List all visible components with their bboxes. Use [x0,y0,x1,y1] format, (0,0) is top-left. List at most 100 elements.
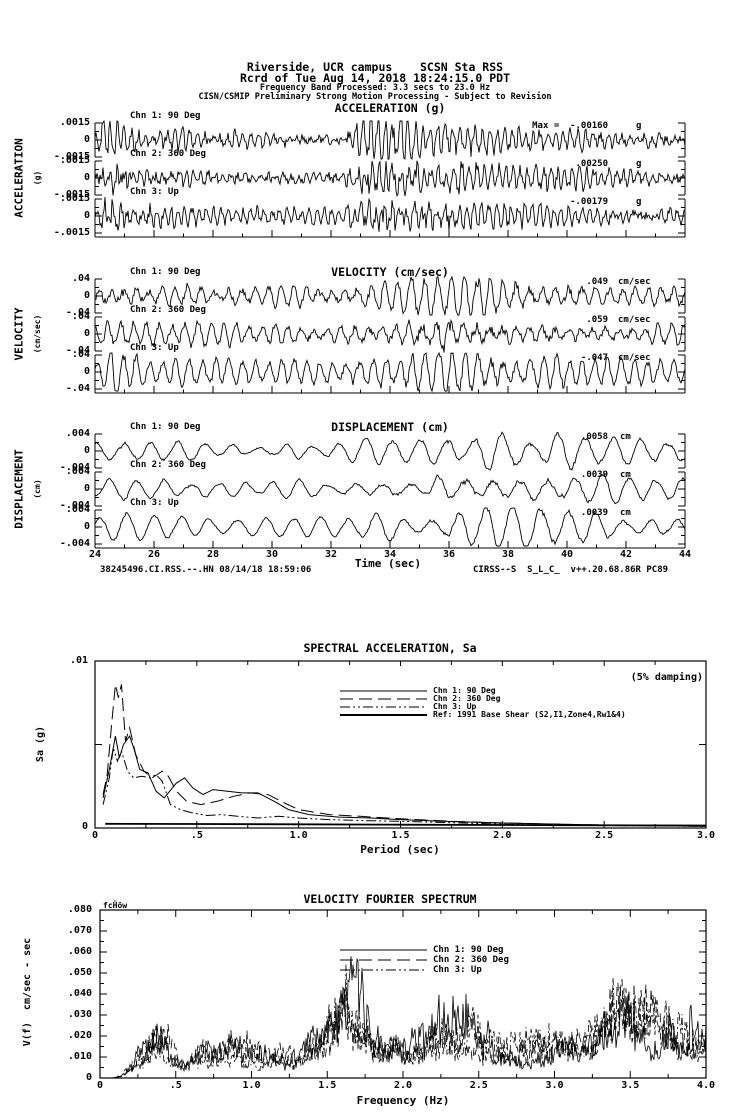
fourier-xtick-label: 3.5 [621,1080,640,1091]
spectral-title: SPECTRAL ACCELERATION, Sa [303,641,477,655]
time-tick-label: 34 [383,549,397,560]
spectral-legend-label: Chn 2: 360 Deg [433,694,501,703]
velocity-time-series-trace-chn2 [94,318,686,353]
displacement-axis-label: DISPLACEMENT [12,449,26,529]
ytick-label: 0 [83,483,90,494]
ytick-label: .004 [65,466,90,477]
peak-value-label: .049 [586,277,608,287]
peak-unit-label: cm/sec [618,277,651,287]
peak-value-label: .0039 [580,508,608,518]
fourier-xtick-label: 2.5 [469,1080,488,1091]
peak-unit-label: g [636,121,642,131]
fourier-xtick-label: 2.0 [393,1080,413,1091]
fourier-xtick-label: 1.5 [318,1080,337,1091]
velocity-group-title: VELOCITY (cm/sec) [331,265,449,279]
fourier-ytick-label: .010 [67,1051,92,1062]
velocity-time-series-trace-chn1 [94,275,686,316]
spectral-series-1 [102,735,707,827]
displacement-time-series-trace-chn2 [94,473,686,505]
peak-value-label: .00250 [575,159,608,169]
fourier-ytick-label: .030 [67,1009,92,1020]
ytick-label: -.0015 [53,189,90,200]
spectral-xtick-label: .5 [190,830,203,841]
record-datetime: Rcrd of Tue Aug 14, 2018 18:24:15.0 PDT [239,71,511,85]
damping-annotation: (5% damping) [630,672,703,683]
time-tick-label: 28 [206,549,220,560]
ytick-label: 0 [83,210,90,221]
ytick-label: 0 [83,172,90,183]
acceleration-group-title: ACCELERATION (g) [334,101,446,115]
fourier-xtick-label: 1.0 [242,1080,261,1091]
peak-unit-label: g [636,159,642,169]
filter-corner-label: fcḦöw [103,901,128,910]
ytick-label: -.0015 [53,151,90,162]
peak-unit-label: cm [620,470,631,480]
time-tick-label: 38 [501,549,515,560]
peak-value-label: .0039 [580,470,608,480]
ytick-label: -.004 [59,500,90,511]
peak-unit-label: cm/sec [618,353,651,363]
spectral-xtick-label: 3.0 [696,830,716,841]
fourier-legend-label: Chn 1: 90 Deg [433,945,504,955]
spectral-series-3 [102,747,707,827]
fourier-ytick-label: .060 [67,946,92,957]
acceleration-axis-label: ACCELERATION [12,138,26,218]
record-id-stamp: 38245496.CI.RSS.--.HN 08/14/18 18:59:06 [100,565,312,575]
fourier-xtick-label: 0 [96,1080,104,1091]
ytick-label: .04 [71,311,90,322]
time-axis-label: Time (sec) [354,557,422,570]
channel-label: Chn 3: Up [130,498,179,508]
acceleration-time-series-trace-chn1 [94,119,686,160]
spectral-ytick-label: .01 [69,655,88,666]
time-tick-label: 42 [619,549,633,560]
spectral-plot-box [94,660,707,829]
displacement-axis-unit: (cm) [33,479,42,499]
acceleration-axis-unit: (g) [33,170,42,186]
spectral-xtick-label: 2.0 [493,830,512,841]
displacement-time-series-trace-chn3 [94,507,686,547]
peak-unit-label: g [636,197,642,207]
spectral-legend-label: Chn 1: 90 Deg [433,686,496,695]
ytick-label: -.004 [59,538,90,549]
peak-value-label: Max = -.00160 [532,121,608,131]
fourier-ytick-label: 0 [85,1072,92,1083]
ytick-label: 0 [83,290,90,301]
ytick-label: .0015 [59,193,90,204]
time-tick-label: 44 [678,549,692,560]
fourier-title: VELOCITY FOURIER SPECTRUM [303,892,477,906]
frequency-band-note: Frequency Band Processed: 3.3 secs to 23… [259,83,491,93]
fourier-ytick-label: .070 [67,925,92,936]
ytick-label: 0 [83,328,90,339]
spectral-legend-label: Chn 3: Up [433,702,477,711]
spectral-xtick-label: 1.5 [391,830,410,841]
channel-label: Chn 2: 360 Deg [130,149,206,159]
ytick-label: .0015 [59,117,90,128]
ytick-label: -.04 [65,383,90,394]
time-tick-label: 30 [265,549,279,560]
ytick-label: .004 [65,504,90,515]
peak-unit-label: cm [620,508,631,518]
displacement-group-title: DISPLACEMENT (cm) [331,420,449,434]
sa-axis-label: Sa (g) [35,725,46,763]
ytick-label: 0 [83,134,90,145]
peak-unit-label: cm [620,432,631,442]
peak-value-label: .0058 [580,432,608,442]
velocity-axis-label: VELOCITY [12,307,26,361]
ytick-label: -.004 [59,462,90,473]
acceleration-time-series-trace-chn2 [94,160,686,197]
period-axis-label: Period (sec) [360,843,440,856]
spectral-xtick-label: 2.5 [595,830,614,841]
channel-label: Chn 2: 360 Deg [130,305,206,315]
time-tick-label: 24 [88,549,102,560]
peak-value-label: .059 [586,315,608,325]
channel-label: Chn 3: Up [130,343,179,353]
vf-axis-label: V(f) cm/sec - sec [22,937,33,1047]
fourier-legend-label: Chn 2: 360 Deg [433,955,509,965]
fourier-ytick-label: .020 [67,1030,92,1041]
ytick-label: .04 [71,273,90,284]
processing-stamp: CIRSS--S S_L_C_ v++.20.68.86R PC89 [473,565,669,575]
ytick-label: .04 [71,349,90,360]
channel-label: Chn 1: 90 Deg [130,267,201,277]
channel-label: Chn 1: 90 Deg [130,422,201,432]
